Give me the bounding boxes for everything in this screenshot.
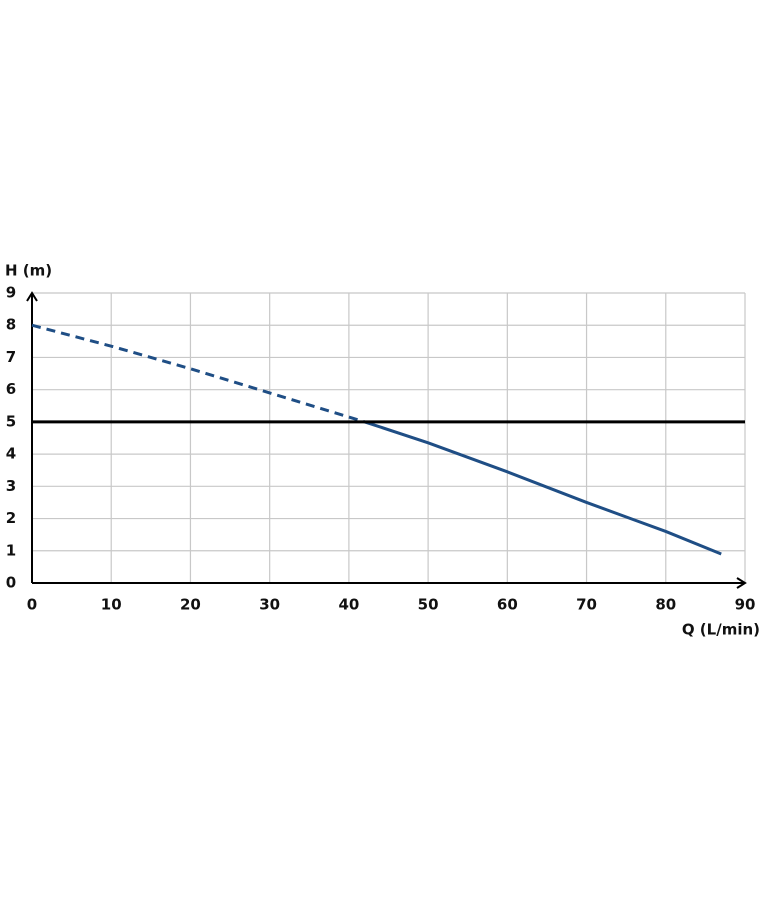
x-tick-label: 10: [101, 596, 122, 614]
x-tick-label: 80: [655, 596, 676, 614]
x-tick-label: 50: [418, 596, 439, 614]
x-tick-label: 90: [735, 596, 756, 614]
y-axis-title: H (m): [5, 262, 52, 280]
y-tick-label: 0: [6, 574, 16, 592]
x-tick-label: 60: [497, 596, 518, 614]
y-tick-label: 1: [6, 541, 16, 559]
y-tick-label: 8: [6, 316, 16, 334]
y-tick-label: 6: [6, 380, 16, 398]
y-tick-label: 4: [6, 445, 16, 463]
x-tick-label: 30: [259, 596, 280, 614]
x-tick-label: 40: [338, 596, 359, 614]
x-axis-arrow: [736, 577, 747, 589]
series-line: [31, 323, 366, 424]
series-line: [364, 420, 722, 556]
y-tick-label: 7: [6, 348, 16, 366]
x-axis-title: Q (L/min): [682, 621, 760, 639]
y-tick-label: 2: [6, 509, 16, 527]
x-tick-label: 20: [180, 596, 201, 614]
y-tick-label: 5: [6, 412, 16, 430]
x-tick-label: 70: [576, 596, 597, 614]
y-tick-label: 3: [6, 477, 16, 495]
y-axis-arrow: [26, 291, 38, 302]
y-tick-label: 9: [6, 284, 16, 302]
x-tick-label: 0: [27, 596, 37, 614]
